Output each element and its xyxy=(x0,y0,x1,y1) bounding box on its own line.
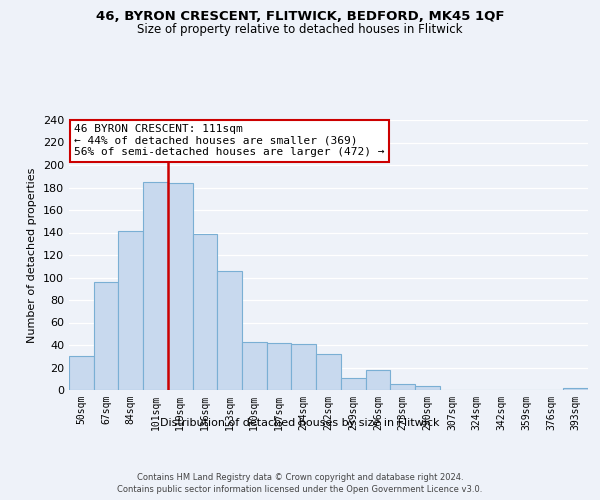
Bar xyxy=(365,370,390,390)
Bar xyxy=(143,182,168,390)
Text: Distribution of detached houses by size in Flitwick: Distribution of detached houses by size … xyxy=(160,418,440,428)
Bar xyxy=(217,271,242,390)
Bar xyxy=(341,378,365,390)
Bar xyxy=(94,282,118,390)
Bar xyxy=(193,234,217,390)
Bar xyxy=(292,344,316,390)
Text: 46, BYRON CRESCENT, FLITWICK, BEDFORD, MK45 1QF: 46, BYRON CRESCENT, FLITWICK, BEDFORD, M… xyxy=(96,10,504,23)
Bar xyxy=(168,183,193,390)
Bar xyxy=(267,343,292,390)
Bar xyxy=(69,356,94,390)
Bar xyxy=(242,342,267,390)
Bar xyxy=(118,232,143,390)
Text: Contains public sector information licensed under the Open Government Licence v3: Contains public sector information licen… xyxy=(118,485,482,494)
Bar xyxy=(316,354,341,390)
Bar xyxy=(390,384,415,390)
Bar xyxy=(415,386,440,390)
Y-axis label: Number of detached properties: Number of detached properties xyxy=(28,168,37,342)
Bar xyxy=(563,388,588,390)
Text: Contains HM Land Registry data © Crown copyright and database right 2024.: Contains HM Land Registry data © Crown c… xyxy=(137,472,463,482)
Text: Size of property relative to detached houses in Flitwick: Size of property relative to detached ho… xyxy=(137,22,463,36)
Text: 46 BYRON CRESCENT: 111sqm
← 44% of detached houses are smaller (369)
56% of semi: 46 BYRON CRESCENT: 111sqm ← 44% of detac… xyxy=(74,124,385,157)
